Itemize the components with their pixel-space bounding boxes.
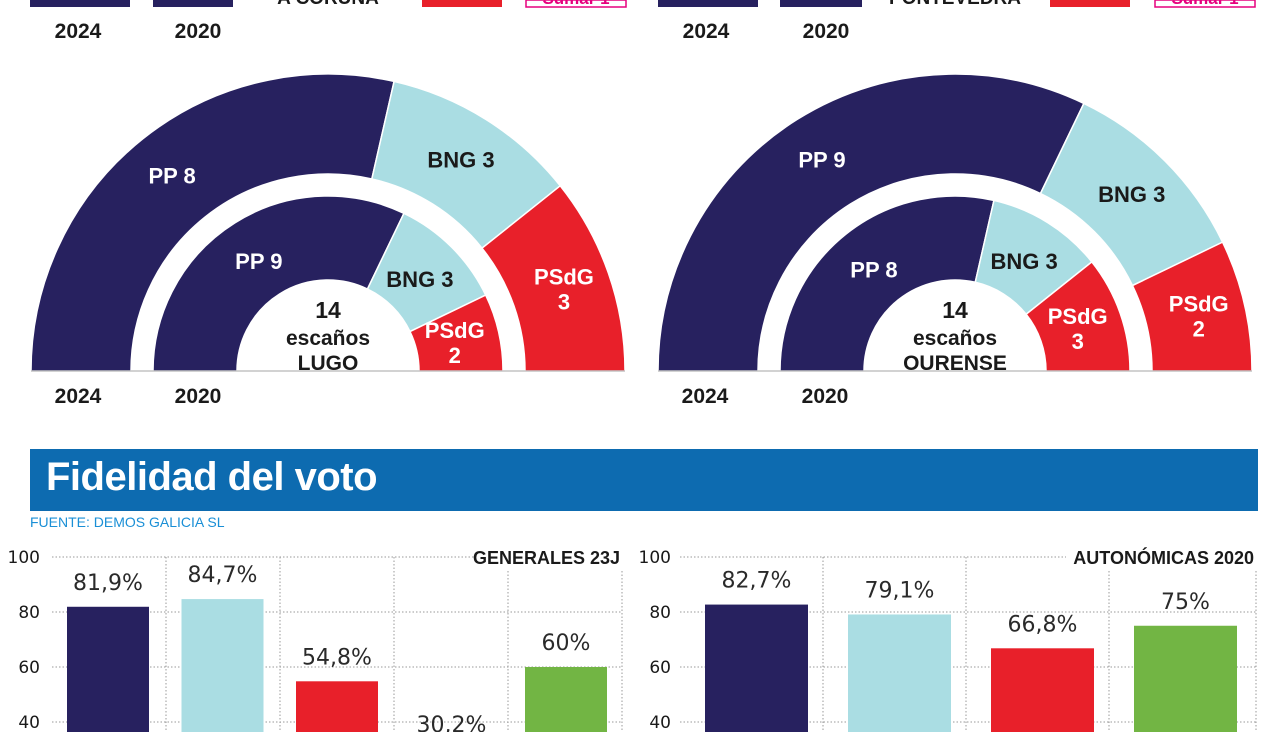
ring-year-label: 2024 [55, 385, 102, 408]
strip-bar-pp-2020-left [153, 0, 233, 7]
bar-chart-1: 40 60 80 100 AUTONÓMICAS 2020 82,7% 79,1% 66,8%… [639, 543, 1258, 732]
center-seat-word: escaños [286, 327, 370, 350]
y-tick-label: 60 [18, 658, 40, 678]
seat-label-pp: PP 9 [798, 147, 845, 172]
seat-label-pp: PP 8 [148, 164, 195, 189]
y-tick-label: 40 [649, 713, 671, 732]
seat-label-pp: PP 8 [850, 257, 897, 282]
seat-segment-pp-2024 [657, 73, 1085, 372]
ring-year-label: 2020 [802, 385, 849, 408]
seat-label-psdg: PSdG [1048, 304, 1108, 329]
center-province-name: OURENSE [903, 352, 1007, 375]
bar-value-label: 84,7% [188, 563, 258, 588]
chart-title: GENERALES 23J [473, 548, 620, 568]
seat-label-psdg-count: 3 [558, 289, 570, 314]
strip-year-label: 2020 [175, 20, 222, 43]
section-title: Fidelidad del voto [46, 455, 378, 499]
strip-tag-box-right [1154, 0, 1256, 8]
bar-bng [181, 599, 264, 732]
bar-pp [67, 606, 149, 732]
seat-label-bng: BNG 3 [991, 249, 1058, 274]
bar-value-label: 54,8% [302, 645, 372, 670]
chart-title: AUTONÓMICAS 2020 [1073, 547, 1254, 568]
bar-value-label: 81,9% [73, 571, 143, 596]
bar-value-label: 75% [1161, 590, 1210, 615]
strip-province-right: PONTEVEDRA [889, 0, 1021, 9]
seat-label-psdg-count: 3 [1072, 329, 1084, 354]
strip-year-label: 2020 [803, 20, 850, 43]
seat-label-psdg: PSdG [1169, 291, 1229, 316]
seat-label-psdg: PSdG [534, 264, 594, 289]
seat-label-bng: BNG 3 [427, 147, 494, 172]
center-seat-count: 14 [315, 297, 341, 323]
center-province-name: LUGO [298, 352, 359, 375]
seat-segment-pp-2020 [152, 195, 405, 372]
bar-psdg [991, 648, 1094, 732]
seat-label-pp: PP 9 [235, 249, 282, 274]
strip-year-label: 2024 [683, 20, 730, 43]
y-tick-label: 40 [18, 713, 40, 732]
bar-value-label: 60% [542, 631, 591, 656]
bar-green [1134, 625, 1237, 732]
y-tick-label: 80 [18, 603, 40, 623]
ring-year-label: 2024 [682, 385, 729, 408]
bar-value-label: 30,2% [417, 713, 487, 732]
bar-pp [705, 604, 808, 732]
ring-year-label: 2020 [175, 385, 222, 408]
chart-title-bg [1066, 543, 1258, 571]
seat-label-bng: BNG 3 [386, 267, 453, 292]
strip-tag-right: Sumar 1 [1171, 0, 1238, 8]
center-seat-count: 14 [942, 297, 968, 323]
chart-title-bg [476, 543, 624, 571]
y-tick-label: 60 [649, 658, 671, 678]
strip-bar-psdg-right [1050, 0, 1130, 7]
strip-province-left: A CORUÑA [277, 0, 379, 9]
seat-segment-pp-2024 [30, 73, 395, 372]
section-banner: Fidelidad del voto [30, 449, 1258, 511]
strip-bar-pp-2024-right [658, 0, 758, 7]
seat-label-psdg-count: 2 [1193, 316, 1205, 341]
strip-year-label: 2024 [55, 20, 102, 43]
bar-bng [848, 614, 951, 732]
bar-chart-0: 40 60 80 100 GENERALES 23J 81,9% 84,7% 54,8% 30,… [8, 543, 624, 732]
seat-segment-pp-2020 [779, 195, 995, 372]
strip-bar-psdg-left [422, 0, 502, 7]
y-tick-label: 80 [649, 603, 671, 623]
strip-tag-box-left [525, 0, 627, 8]
seat-label-bng: BNG 3 [1098, 182, 1165, 207]
strip-tag-left: Sumar 1 [542, 0, 609, 8]
bar-value-label: 66,8% [1008, 612, 1078, 637]
bar-green [525, 667, 607, 732]
strip-bar-pp-2020-right [780, 0, 862, 7]
seat-label-psdg: PSdG [425, 318, 485, 343]
seat-label-psdg-count: 2 [449, 343, 461, 368]
strip-bar-pp-2024-left [30, 0, 130, 7]
source-note: FUENTE: DEMOS GALICIA SL [30, 514, 225, 530]
bar-psdg [296, 681, 378, 732]
y-tick-label: 100 [8, 548, 40, 568]
bar-value-label: 79,1% [865, 578, 935, 603]
y-tick-label: 100 [639, 548, 671, 568]
bar-value-label: 82,7% [722, 569, 792, 594]
center-seat-word: escaños [913, 327, 997, 350]
